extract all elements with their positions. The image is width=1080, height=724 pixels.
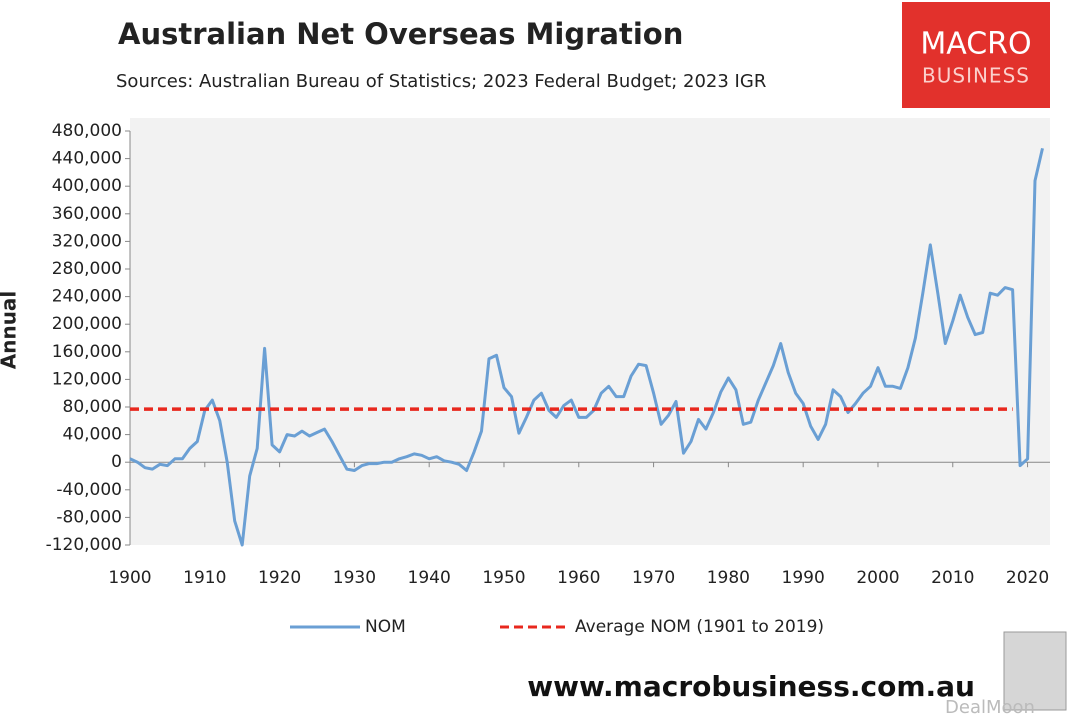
x-tick-label: 1990 [782,568,825,588]
y-axis-label: Annual [0,291,21,370]
legend-label: NOM [365,617,406,637]
y-tick-label: 480,000 [52,121,122,141]
chart-title: Australian Net Overseas Migration [118,17,683,51]
y-tick-label: 240,000 [52,287,122,307]
x-tick-label: 1920 [258,568,301,588]
series-line [129,147,1044,547]
x-tick-label: 1940 [408,568,451,588]
x-tick-label: 2020 [1006,568,1049,588]
plot-area [130,118,1050,545]
x-tick-label: 1950 [482,568,525,588]
x-tick-label: 1970 [632,568,675,588]
x-tick-label: 1930 [333,568,376,588]
x-tick-label: 1900 [108,568,151,588]
y-tick-label: -80,000 [56,507,122,527]
subtitle: Sources: Australian Bureau of Statistics… [116,71,766,92]
y-tick-label: 40,000 [63,425,122,445]
x-tick-label: 2000 [856,568,899,588]
x-tick-label: 1960 [557,568,600,588]
logo-box [902,2,1050,108]
y-tick-label: 200,000 [52,314,122,334]
y-tick-label: 80,000 [63,397,122,417]
y-tick-label: 360,000 [52,204,122,224]
x-tick-label: 1980 [707,568,750,588]
legend-label: Average NOM (1901 to 2019) [575,617,824,637]
y-tick-label: -120,000 [46,535,122,555]
wolf-icon [1003,631,1067,711]
y-tick-label: 280,000 [52,259,122,279]
y-tick-label: 160,000 [52,342,122,362]
y-tick-label: 320,000 [52,231,122,251]
logo-text: MACRO [920,27,1031,62]
x-tick-label: 2010 [931,568,974,588]
x-tick-label: 1910 [183,568,226,588]
y-tick-label: 120,000 [52,369,122,389]
website: www.macrobusiness.com.au [527,670,975,703]
y-tick-label: -40,000 [56,480,122,500]
y-tick-label: 0 [111,452,122,472]
y-tick-label: 400,000 [52,176,122,196]
watermark: DealMoon [945,697,1035,718]
logo-text: BUSINESS [922,64,1030,88]
y-tick-label: 440,000 [52,149,122,169]
